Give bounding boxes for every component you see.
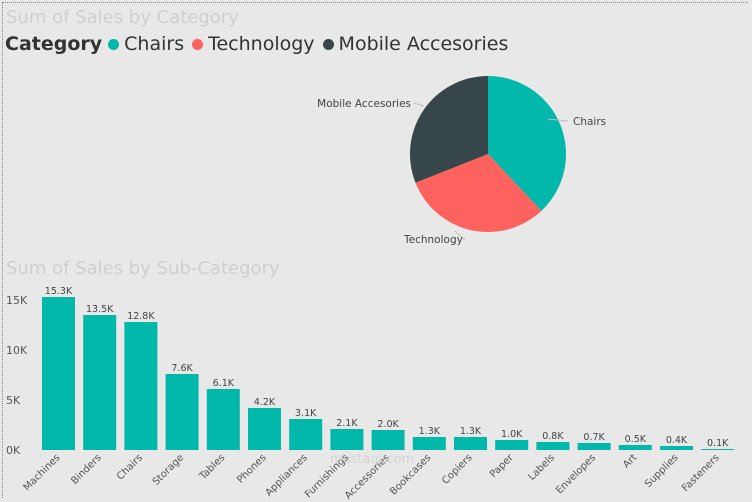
bar-appliances — [289, 419, 323, 450]
legend-item-chairs[interactable]: Chairs — [108, 33, 184, 55]
pie-legend[interactable]: Category Chairs Technology Mobile Acceso… — [5, 33, 516, 55]
bar-chairs — [124, 322, 158, 450]
x-tick-label-envelopes: Envelopes — [554, 452, 598, 496]
pie-leader-chairs — [547, 118, 569, 122]
data-label-furnishings: 2.1K — [336, 418, 358, 429]
bar-copiers — [454, 437, 487, 450]
x-tick-label-tables: Tables — [197, 452, 227, 482]
bar-storage — [165, 374, 199, 450]
data-label-supplies: 0.4K — [666, 435, 688, 446]
y-tick-label: 5K — [6, 394, 21, 407]
data-label-appliances: 3.1K — [295, 408, 317, 419]
watermark-text: mostaql.com — [330, 452, 415, 467]
data-label-fasteners: 0.1K — [707, 438, 729, 449]
y-tick-label: 10K — [6, 344, 28, 357]
x-tick-label-labels: Labels — [526, 452, 557, 483]
data-label-art: 0.5K — [625, 434, 647, 445]
x-tick-label-art: Art — [621, 452, 639, 470]
data-label-bookcases: 1.3K — [419, 426, 441, 437]
bar-machines — [42, 297, 75, 450]
data-label-machines: 15.3K — [45, 286, 73, 297]
bar-envelopes — [577, 443, 611, 450]
bar-supplies — [660, 446, 693, 450]
legend-dot-technology — [192, 38, 204, 50]
pie-leader-technology — [454, 230, 466, 241]
legend-dot-chairs — [108, 38, 120, 50]
pie-slice-mobile-accesories — [410, 76, 488, 183]
data-label-phones: 4.2K — [254, 397, 276, 408]
x-tick-label-machines: Machines — [22, 452, 63, 493]
x-tick-label-paper: Paper — [488, 452, 516, 480]
data-label-tables: 6.1K — [213, 378, 235, 389]
data-label-storage: 7.6K — [171, 363, 193, 374]
legend-dot-mobile-accesories — [322, 38, 334, 50]
bar-art — [618, 445, 652, 450]
data-label-chairs: 12.8K — [127, 311, 155, 322]
data-label-envelopes: 0.7K — [583, 432, 605, 443]
pie-slice-chairs — [488, 76, 566, 211]
data-label-copiers: 1.3K — [460, 426, 482, 437]
bar-phones — [248, 408, 281, 450]
pie-leader-mobile-accesories — [413, 102, 425, 107]
x-tick-label-binders: Binders — [69, 452, 104, 487]
pie-label-technology: Technology — [403, 234, 463, 246]
y-tick-label: 15K — [6, 294, 28, 307]
x-tick-label-phones: Phones — [235, 452, 268, 485]
bar-paper — [495, 440, 529, 450]
bar-chart-title: Sum of Sales by Sub-Category — [6, 258, 280, 279]
legend-label-mobile-accesories: Mobile Accesories — [338, 33, 509, 55]
x-tick-label-copiers: Copiers — [440, 452, 474, 486]
bar-bookcases — [412, 437, 446, 450]
data-label-accessories: 2.0K — [377, 419, 399, 430]
legend-title: Category — [5, 33, 103, 55]
pie-label-chairs: Chairs — [573, 116, 606, 128]
bar-labels — [536, 442, 570, 450]
x-tick-label-chairs: Chairs — [115, 452, 145, 482]
pie-label-mobile-accesories: Mobile Accesories — [317, 98, 411, 110]
legend-label-technology: Technology — [208, 33, 315, 55]
legend-label-chairs: Chairs — [124, 33, 185, 55]
legend-item-mobile-accesories[interactable]: Mobile Accesories — [322, 33, 509, 55]
legend-item-technology[interactable]: Technology — [192, 33, 315, 55]
bar-tables — [206, 389, 240, 450]
bar-binders — [83, 315, 117, 450]
bar-accessories — [371, 430, 405, 450]
pie-chart-title: Sum of Sales by Category — [6, 7, 239, 28]
y-tick-label: 0K — [6, 444, 21, 457]
bar-fasteners — [701, 449, 735, 450]
data-label-labels: 0.8K — [542, 431, 564, 442]
data-label-paper: 1.0K — [501, 429, 523, 440]
x-tick-label-storage: Storage — [151, 452, 186, 487]
bar-furnishings — [330, 429, 364, 450]
data-label-binders: 13.5K — [86, 304, 114, 315]
x-tick-label-fasteners: Fasteners — [680, 452, 722, 494]
pie-slice-technology — [415, 154, 542, 232]
x-tick-label-supplies: Supplies — [643, 452, 681, 490]
